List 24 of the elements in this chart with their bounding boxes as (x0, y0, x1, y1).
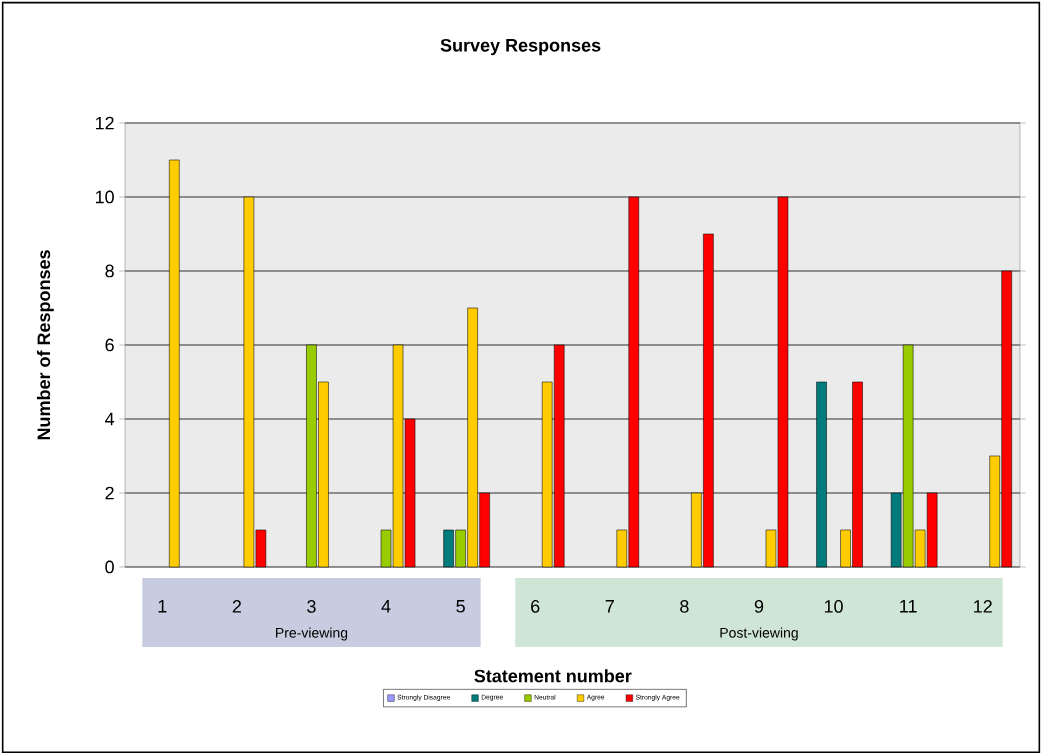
chart-title: Survey Responses (440, 38, 601, 56)
x-tick-label: 8 (680, 600, 689, 613)
x-tick-label: 4 (381, 600, 391, 613)
text: Post-viewing (720, 627, 798, 641)
x-tick-label: 5 (456, 600, 465, 613)
y-tick-label: 12 (95, 116, 114, 130)
x-tick-label: 3 (307, 600, 316, 613)
y-axis-title: Number of Responses (36, 250, 54, 440)
x-tick-label: 11 (900, 600, 917, 613)
y-tick-label: 8 (105, 264, 114, 278)
y-tick-label: 2 (105, 486, 114, 500)
text: Pre-viewing (276, 627, 348, 641)
x-tick-label: 6 (531, 600, 540, 613)
x-tick-label: 9 (754, 600, 764, 613)
x-tick-label: 1 (158, 600, 167, 613)
x-axis-title: Statement number (474, 669, 632, 683)
y-tick-label: 0 (105, 560, 114, 574)
y-tick-label: 4 (105, 412, 115, 426)
x-tick-label: 12 (974, 600, 992, 613)
y-tick-label: 6 (105, 338, 114, 352)
x-tick-label: 10 (824, 600, 843, 613)
x-tick-label: 2 (232, 600, 241, 613)
y-tick-label: 10 (95, 190, 114, 204)
x-tick-label: 7 (605, 600, 614, 613)
